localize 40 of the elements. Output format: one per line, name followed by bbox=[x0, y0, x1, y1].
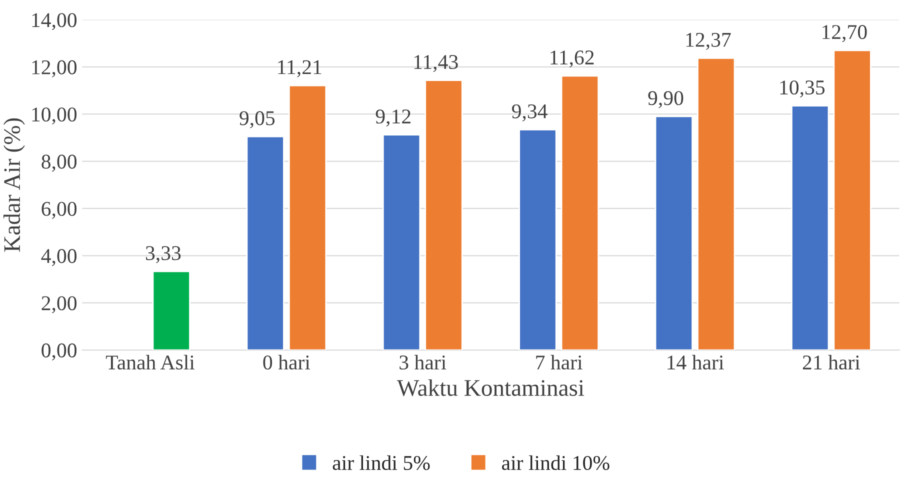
x-tick-label: 3 hari bbox=[400, 354, 446, 370]
y-axis-title: Kadar Air (%) bbox=[3, 118, 25, 252]
bar bbox=[833, 50, 872, 350]
x-tick-label: 0 hari bbox=[263, 354, 310, 370]
bar bbox=[654, 116, 693, 350]
y-tick-label: 4,00 bbox=[41, 249, 77, 266]
data-label: 9,34 bbox=[512, 104, 548, 122]
data-label: 9,90 bbox=[648, 91, 684, 108]
x-tick-label: 7 hari bbox=[536, 354, 582, 370]
bar bbox=[382, 134, 421, 350]
y-tick-label: 10,00 bbox=[32, 107, 77, 125]
data-label: 12,70 bbox=[822, 25, 867, 42]
y-tick-label: 0,00 bbox=[42, 343, 77, 360]
data-label: 11,62 bbox=[550, 50, 594, 68]
bar bbox=[697, 57, 736, 350]
data-label: 9,05 bbox=[240, 111, 275, 128]
y-tick-label: 12,00 bbox=[32, 60, 77, 78]
data-label: 12,37 bbox=[686, 32, 731, 50]
y-tick-label: 14,00 bbox=[32, 13, 77, 30]
x-tick-label: 14 hari bbox=[668, 354, 724, 370]
data-label: 11,43 bbox=[414, 55, 458, 72]
y-tick-label: 8,00 bbox=[42, 154, 77, 172]
bar bbox=[791, 105, 830, 350]
legend-label: air lindi 10% bbox=[502, 455, 610, 470]
x-axis-title: Waktu Kontaminasi bbox=[396, 379, 584, 396]
y-tick-label: 6,00 bbox=[42, 202, 77, 219]
bar bbox=[518, 128, 557, 350]
bar bbox=[288, 84, 327, 350]
data-label: 9,12 bbox=[376, 110, 410, 127]
bar bbox=[424, 80, 463, 350]
x-tick-label: Tanah Asli bbox=[106, 354, 195, 370]
data-label: 11,21 bbox=[278, 60, 322, 78]
y-tick-label: 2,00 bbox=[42, 296, 77, 314]
bar bbox=[560, 75, 600, 350]
data-label: 10,35 bbox=[780, 80, 825, 98]
bar bbox=[246, 136, 284, 350]
data-label: 3,33 bbox=[146, 246, 181, 264]
bar bbox=[152, 270, 190, 350]
x-tick-label: 21 hari bbox=[802, 354, 860, 370]
legend-label: air lindi 5% bbox=[332, 455, 430, 470]
